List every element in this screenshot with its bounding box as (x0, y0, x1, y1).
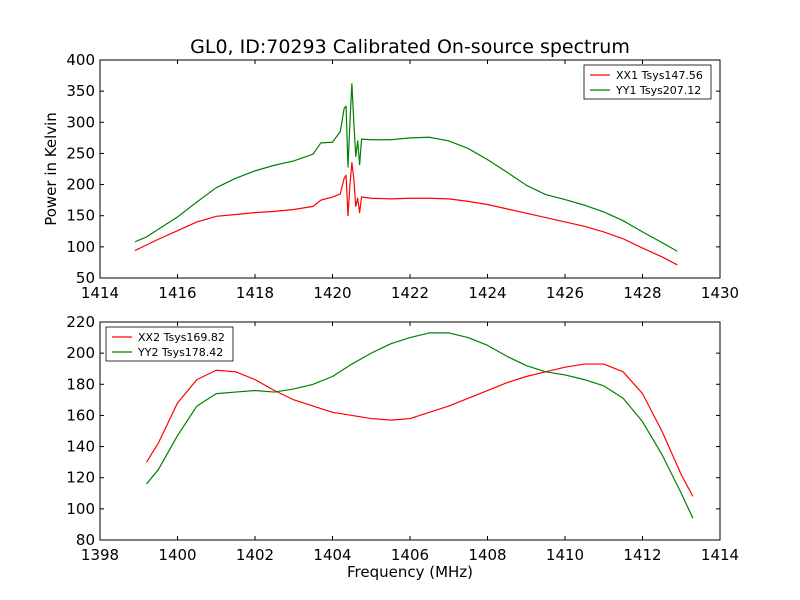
figure-title: GL0, ID:70293 Calibrated On-source spect… (190, 36, 630, 58)
top-spectrum-chart: 1414 1416 1418 1420 1422 1424 1426 1428 1430 50 10… (42, 51, 739, 302)
legend-label: XX2 Tsys169.82 (138, 331, 225, 344)
x-tick-label: 1424 (468, 284, 506, 302)
legend-label: XX1 Tsys147.56 (616, 69, 703, 82)
x-axis-label: Frequency (MHz) (347, 563, 473, 581)
series-line-2 (134, 83, 678, 252)
y-tick-label: 80 (76, 531, 95, 549)
y-tick-label: 400 (66, 51, 95, 69)
y-tick-label: 120 (66, 469, 95, 487)
y-tick-label: 350 (66, 82, 95, 100)
legend-box (105, 326, 234, 362)
x-tick-label: 1408 (468, 546, 506, 564)
y-tick-label: 300 (66, 113, 95, 131)
x-tick-label: 1406 (391, 546, 429, 564)
x-tick-label: 1402 (236, 546, 274, 564)
series-line-2 (146, 332, 694, 519)
x-tick-label: 1416 (158, 284, 196, 302)
legend-label: YY2 Tsys178.42 (137, 346, 223, 359)
y-tick-label: 100 (66, 500, 95, 518)
x-tick-label: 1414 (81, 284, 119, 302)
x-tick-label: 1422 (391, 284, 429, 302)
y-tick-label: 220 (66, 313, 95, 331)
x-tick-label: 1414 (701, 546, 739, 564)
y-tick-label: 150 (66, 207, 95, 225)
y-tick-label: 200 (66, 176, 95, 194)
y-tick-label: 200 (66, 344, 95, 362)
legend: XX1 Tsys147.56 YY1 Tsys207.12 (583, 64, 712, 100)
x-tick-label: 1400 (158, 546, 196, 564)
y-tick-label: 250 (66, 144, 95, 162)
legend-box (583, 64, 712, 100)
x-tick-label: 1426 (546, 284, 584, 302)
bottom-spectrum-chart: 1398 1400 1402 1404 1406 1408 1410 1412 1414 80 10… (66, 313, 739, 564)
series-line-1 (145, 363, 694, 497)
legend-label: YY1 Tsys207.12 (615, 84, 701, 97)
y-tick-label: 180 (66, 375, 95, 393)
x-tick-label: 1420 (313, 284, 351, 302)
x-tick-label: 1430 (701, 284, 739, 302)
y-tick-label: 100 (66, 238, 95, 256)
series-line-1 (134, 162, 678, 266)
x-tick-label: 1412 (623, 546, 661, 564)
x-tick-label: 1398 (81, 546, 119, 564)
x-tick-label: 1418 (236, 284, 274, 302)
y-tick-label: 50 (76, 269, 95, 287)
y-axis-label: Power in Kelvin (42, 112, 60, 226)
y-tick-label: 140 (66, 438, 95, 456)
x-tick-label: 1410 (546, 546, 584, 564)
x-tick-label: 1428 (623, 284, 661, 302)
x-tick-label: 1404 (313, 546, 351, 564)
y-tick-label: 160 (66, 406, 95, 424)
legend: XX2 Tsys169.82 YY2 Tsys178.42 (105, 326, 234, 362)
